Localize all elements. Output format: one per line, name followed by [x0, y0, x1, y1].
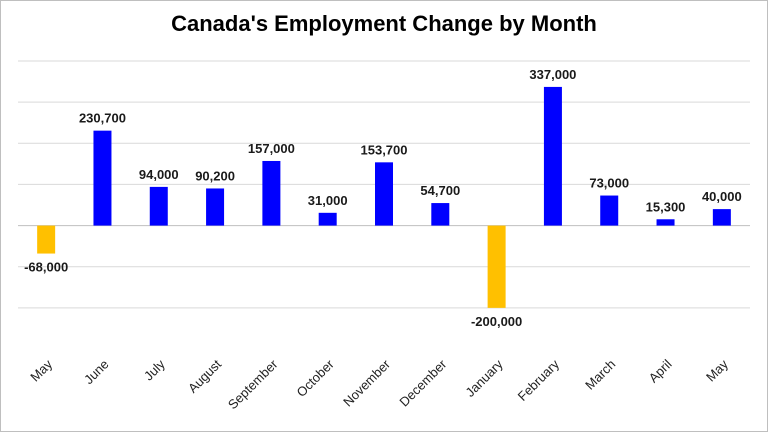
data-label: 15,300 — [646, 199, 686, 214]
data-label: 54,700 — [420, 183, 460, 198]
x-tick-label: April — [646, 356, 675, 385]
data-label: 73,000 — [589, 176, 629, 191]
data-label: 90,200 — [195, 168, 235, 183]
bar — [431, 203, 450, 226]
data-label: 40,000 — [702, 189, 742, 204]
bar — [543, 86, 562, 226]
x-tick-label: July — [141, 356, 168, 383]
x-tick-label: January — [462, 356, 506, 400]
bar — [318, 212, 337, 226]
x-axis-labels: May June July August September October Novembe… — [27, 356, 731, 412]
data-label: -200,000 — [471, 314, 522, 329]
bar — [600, 195, 619, 226]
bars — [37, 86, 731, 308]
data-label: 337,000 — [529, 67, 576, 82]
data-label: 157,000 — [248, 141, 295, 156]
x-tick-label: February — [515, 356, 563, 404]
bar — [37, 225, 56, 254]
bar — [262, 160, 281, 226]
data-label: -68,000 — [24, 260, 68, 275]
data-label: 230,700 — [79, 111, 126, 126]
data-label: 31,000 — [308, 193, 348, 208]
data-label: 153,700 — [361, 142, 408, 157]
bar — [656, 219, 675, 226]
chart-title: Canada's Employment Change by Month — [171, 11, 597, 36]
x-tick-label: October — [294, 356, 338, 400]
bar — [712, 209, 731, 226]
x-tick-label: March — [582, 357, 618, 393]
bar — [487, 225, 506, 308]
bar — [93, 130, 112, 226]
x-tick-label: May — [703, 356, 731, 384]
bar — [375, 162, 393, 226]
x-tick-label: December — [396, 356, 449, 409]
x-tick-label: June — [81, 357, 112, 388]
x-tick-label: May — [27, 356, 55, 384]
x-tick-label: November — [340, 356, 393, 409]
x-tick-label: September — [225, 356, 281, 412]
data-label: 94,000 — [139, 167, 179, 182]
value-labels: -68,000 230,700 94,000 90,200 157,000 31,000 1… — [24, 67, 742, 329]
x-tick-label: August — [185, 356, 224, 395]
bar — [149, 186, 168, 226]
bar — [206, 188, 225, 226]
